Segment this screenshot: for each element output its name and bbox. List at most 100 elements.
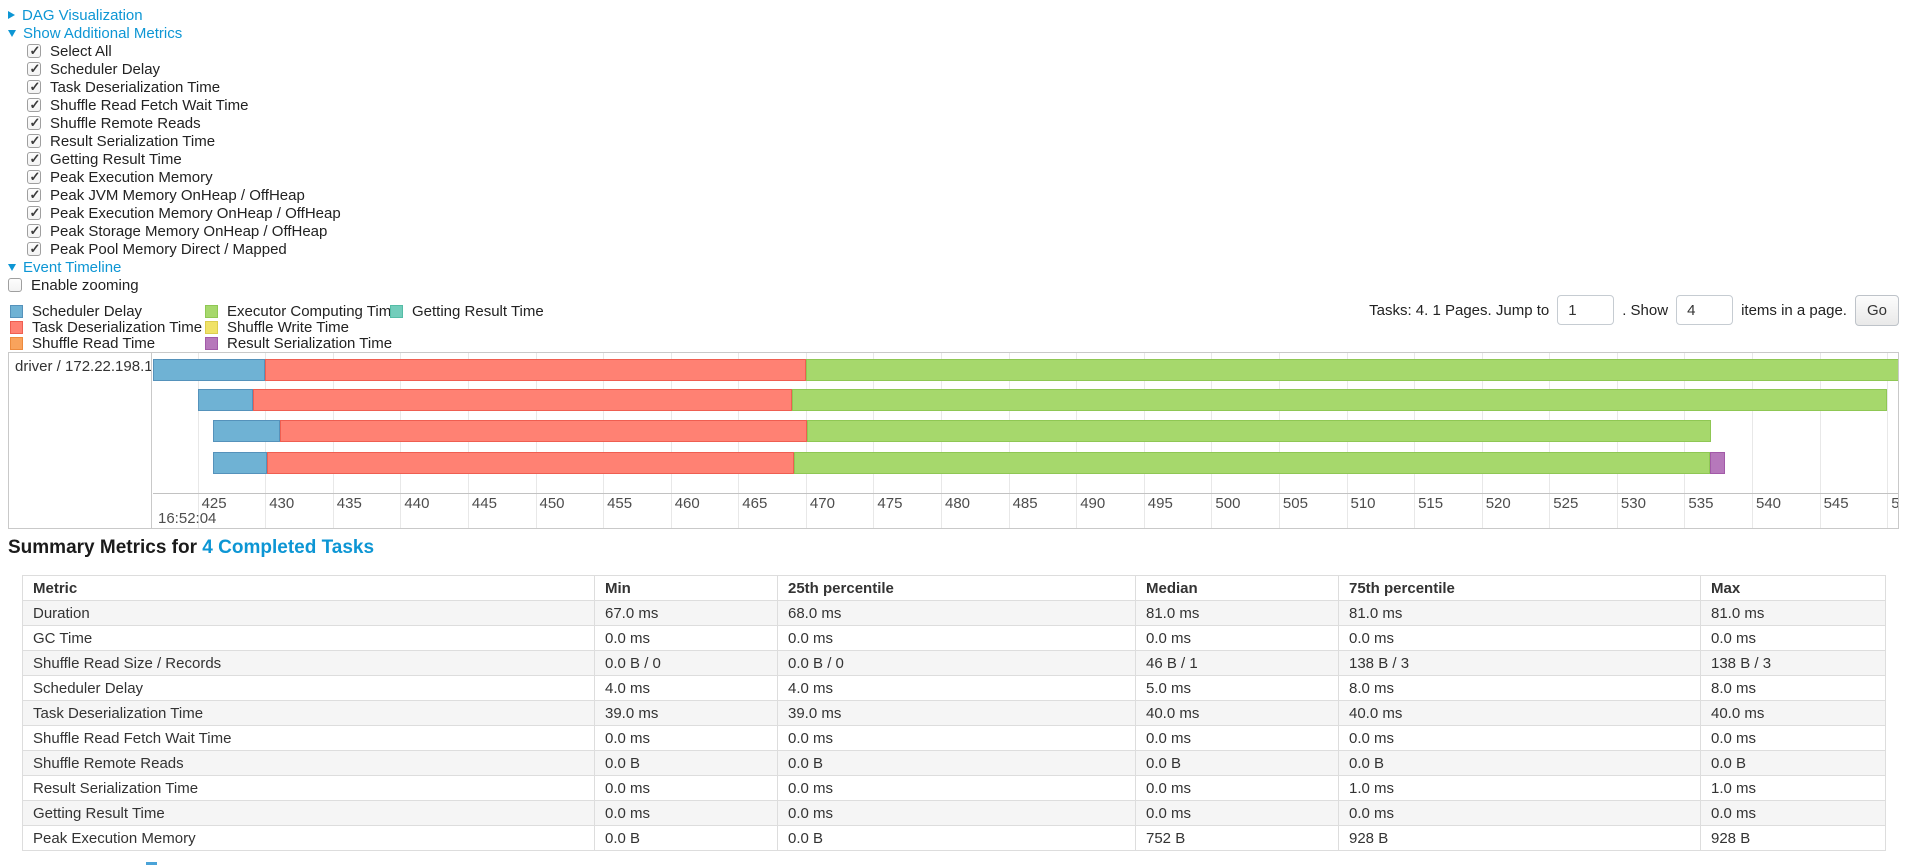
go-button[interactable]: Go — [1854, 294, 1899, 326]
getting-result-time-swatch-icon — [390, 305, 403, 318]
task-1-executor_computing-segment[interactable] — [792, 389, 1888, 411]
metric-name-cell: Shuffle Remote Reads — [22, 750, 595, 776]
metric-value-cell-25th-percentile: 0.0 B — [777, 825, 1136, 851]
column-header-median: Median — [1135, 575, 1339, 601]
metric-value-cell-25th-percentile: 4.0 ms — [777, 675, 1136, 701]
metric-value-cell-min: 4.0 ms — [594, 675, 778, 701]
legend-label: Shuffle Write Time — [227, 319, 349, 336]
metric-value-cell-75th-percentile: 138 B / 3 — [1338, 650, 1701, 676]
checkbox-label: Result Serialization Time — [50, 132, 216, 150]
legend-item-shuffle-read-time: Shuffle Read Time — [10, 335, 156, 352]
task-1-scheduler_delay-segment[interactable] — [197, 389, 253, 411]
pagination-text-prefix: Tasks: 4. 1 Pages. Jump to — [1369, 301, 1550, 319]
task-0-task_deserialization-segment[interactable] — [265, 359, 806, 381]
event-timeline-link[interactable]: Event Timeline — [23, 258, 122, 276]
checkbox-getting-result-time[interactable] — [27, 151, 41, 167]
metric-name-cell: Shuffle Read Size / Records — [22, 650, 595, 676]
timeline-plot-area: 425 430 435 440 445 450 455 460 465 470 475 480 485 4… — [153, 353, 1898, 528]
timeline-tick-label: 545 — [1823, 495, 1849, 512]
checkbox-peak-execution-memory[interactable] — [27, 169, 41, 185]
task-3-executor_computing-segment[interactable] — [793, 452, 1711, 474]
checkbox-select-all[interactable] — [27, 43, 41, 59]
checkbox-row-peak-execution-memory-onheap-offheap[interactable]: Peak Execution Memory OnHeap / OffHeap — [8, 204, 341, 222]
expand-arrow-icon — [8, 11, 15, 19]
dag-visualization-toggle[interactable]: DAG Visualization — [8, 6, 341, 24]
metric-value-cell-min: 0.0 ms — [594, 775, 778, 801]
timeline-tick-label: 475 — [877, 495, 903, 512]
metric-value-cell-median: 40.0 ms — [1135, 700, 1339, 726]
column-header-25th-percentile: 25th percentile — [777, 575, 1136, 601]
task-2-task_deserialization-segment[interactable] — [280, 420, 808, 442]
jump-to-page-input[interactable] — [1557, 295, 1615, 325]
checkbox-row-result-serialization-time[interactable]: Result Serialization Time — [8, 132, 341, 150]
checkbox-row-shuffle-remote-reads[interactable]: Shuffle Remote Reads — [8, 114, 341, 132]
task-2-executor_computing-segment[interactable] — [807, 420, 1712, 442]
metric-value-cell-25th-percentile: 0.0 B / 0 — [777, 650, 1136, 676]
checkbox-peak-storage-memory-onheap-offheap[interactable] — [27, 223, 41, 239]
column-header-max: Max — [1700, 575, 1886, 601]
pagination-text-mid: . Show — [1622, 301, 1669, 319]
checkbox-row-scheduler-delay[interactable]: Scheduler Delay — [8, 60, 341, 78]
timeline-tick-label: 465 — [742, 495, 768, 512]
metric-value-cell-min: 0.0 ms — [594, 800, 778, 826]
checkbox-label: Peak Execution Memory OnHeap / OffHeap — [50, 204, 341, 222]
checkbox-shuffle-remote-reads[interactable] — [27, 115, 41, 131]
task-1-task_deserialization-segment[interactable] — [253, 389, 793, 411]
checkbox-peak-pool-memory-direct-mapped[interactable] — [27, 241, 41, 257]
completed-tasks-link[interactable]: 4 Completed Tasks — [202, 537, 375, 558]
metric-value-cell-min: 67.0 ms — [594, 600, 778, 626]
checkbox-peak-jvm-memory-onheap-offheap[interactable] — [27, 187, 41, 203]
checkbox-row-peak-jvm-memory-onheap-offheap[interactable]: Peak JVM Memory OnHeap / OffHeap — [8, 186, 341, 204]
metric-value-cell-25th-percentile: 0.0 ms — [777, 800, 1136, 826]
timeline-tick-label: 470 — [809, 495, 835, 512]
items-per-page-input[interactable] — [1676, 295, 1734, 325]
task-3-result_serialization-segment[interactable] — [1710, 452, 1725, 474]
summary-title-text: Summary Metrics for — [8, 537, 203, 558]
checkbox-shuffle-read-fetch-wait-time[interactable] — [27, 97, 41, 113]
metric-value-cell-25th-percentile: 0.0 B — [777, 750, 1136, 776]
checkbox-peak-execution-memory-onheap-offheap[interactable] — [27, 205, 41, 221]
metric-value-cell-max: 0.0 ms — [1700, 800, 1886, 826]
checkbox-row-task-deserialization-time[interactable]: Task Deserialization Time — [8, 78, 341, 96]
metric-value-cell-median: 0.0 ms — [1135, 775, 1339, 801]
timeline-tick-label: 515 — [1418, 495, 1444, 512]
enable-zooming-checkbox[interactable] — [8, 278, 22, 292]
checkbox-row-peak-execution-memory[interactable]: Peak Execution Memory — [8, 168, 341, 186]
task-3-scheduler_delay-segment[interactable] — [212, 452, 267, 474]
show-additional-metrics-link[interactable]: Show Additional Metrics — [23, 24, 183, 42]
task-2-scheduler_delay-segment[interactable] — [212, 420, 281, 442]
task-deserialization-time-swatch-icon — [10, 321, 23, 334]
table-row-result-serialization-time: Result Serialization Time 0.0 ms 0.0 ms 0.0… — [22, 775, 1886, 801]
metric-value-cell-max: 81.0 ms — [1700, 600, 1886, 626]
timeline-tick-label: 495 — [1147, 495, 1173, 512]
checkbox-label: Peak Execution Memory — [50, 168, 213, 186]
legend-item-result-serialization-time: Result Serialization Time — [205, 335, 392, 352]
checkbox-label: Select All — [50, 42, 112, 60]
metric-value-cell-min: 0.0 ms — [594, 625, 778, 651]
column-header-min: Min — [594, 575, 778, 601]
legend-label: Shuffle Read Time — [32, 335, 156, 352]
checkbox-label: Shuffle Read Fetch Wait Time — [50, 96, 249, 114]
checkbox-row-select-all[interactable]: Select All — [8, 42, 341, 60]
checkbox-row-getting-result-time[interactable]: Getting Result Time — [8, 150, 341, 168]
checkbox-row-peak-pool-memory-direct-mapped[interactable]: Peak Pool Memory Direct / Mapped — [8, 240, 341, 258]
timeline-gridline — [197, 353, 199, 528]
table-row-task-deserialization-time: Task Deserialization Time 39.0 ms 39.0 ms 4… — [22, 700, 1886, 726]
checkbox-scheduler-delay[interactable] — [27, 61, 41, 77]
dag-visualization-link[interactable]: DAG Visualization — [22, 6, 143, 24]
enable-zooming-row[interactable]: Enable zooming — [8, 276, 341, 294]
checkbox-result-serialization-time[interactable] — [27, 133, 41, 149]
timeline-tick-label: 530 — [1620, 495, 1646, 512]
checkbox-task-deserialization-time[interactable] — [27, 79, 41, 95]
timeline-axis-line — [153, 493, 1898, 494]
event-timeline-toggle[interactable]: Event Timeline — [8, 258, 341, 276]
task-0-scheduler_delay-segment[interactable] — [153, 359, 266, 381]
show-additional-metrics-toggle[interactable]: Show Additional Metrics — [8, 24, 341, 42]
checkbox-row-shuffle-read-fetch-wait-time[interactable]: Shuffle Read Fetch Wait Time — [8, 96, 341, 114]
timeline-tick-label: 525 — [1553, 495, 1579, 512]
task-3-task_deserialization-segment[interactable] — [266, 452, 794, 474]
timeline-controls: DAG Visualization Show Additional Metric… — [8, 6, 341, 294]
pagination-text-suffix: items in a page. — [1741, 301, 1847, 319]
checkbox-row-peak-storage-memory-onheap-offheap[interactable]: Peak Storage Memory OnHeap / OffHeap — [8, 222, 341, 240]
task-0-executor_computing-segment[interactable] — [805, 359, 1898, 381]
